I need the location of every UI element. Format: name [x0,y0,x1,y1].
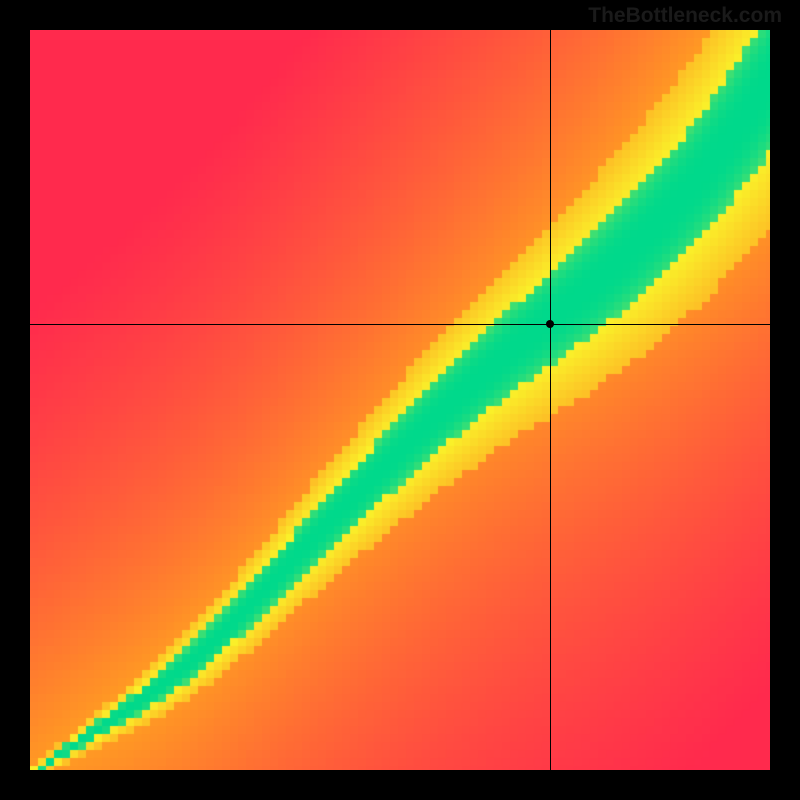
crosshair-vertical [550,30,551,770]
heatmap-canvas [30,30,770,770]
heatmap-plot [30,30,770,770]
crosshair-marker [546,320,554,328]
watermark-text: TheBottleneck.com [588,4,782,28]
crosshair-horizontal [30,324,770,325]
